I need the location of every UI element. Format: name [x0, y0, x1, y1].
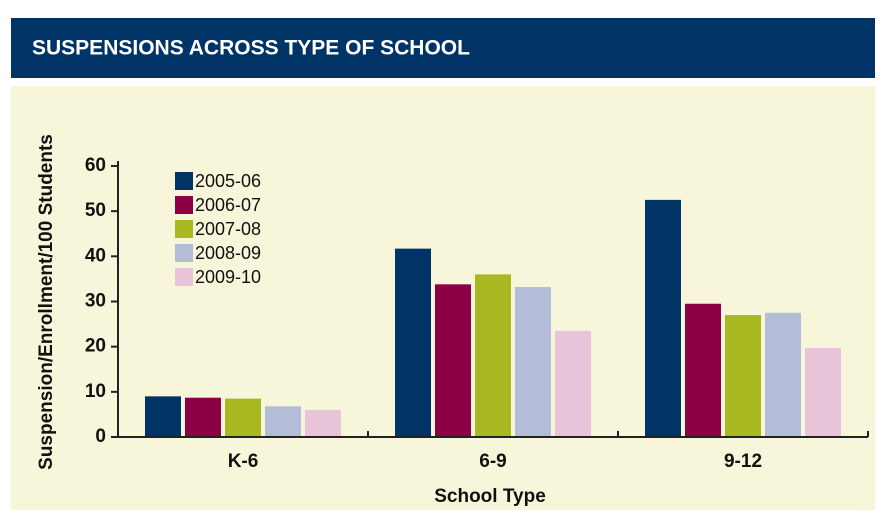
- legend-swatch: [175, 196, 193, 214]
- y-tick-label: 20: [85, 336, 106, 357]
- legend-swatch: [175, 172, 193, 190]
- bar: [145, 396, 181, 437]
- y-tick-label: 60: [85, 155, 106, 176]
- legend-label: 2009-10: [195, 267, 261, 287]
- y-tick-label: 10: [85, 381, 106, 402]
- bar: [685, 303, 721, 437]
- bar: [515, 287, 551, 437]
- bar: [265, 406, 301, 437]
- x-tick-label: 6-9: [479, 451, 506, 472]
- bar: [395, 248, 431, 437]
- y-axis-label: Suspension/Enrollment/100 Students: [36, 134, 57, 470]
- legend-label: 2008-09: [195, 243, 261, 263]
- x-tick-label: 9-12: [724, 451, 762, 472]
- bar: [435, 284, 471, 437]
- bar: [555, 330, 591, 437]
- legend-label: 2006-07: [195, 195, 261, 215]
- bar: [225, 398, 261, 437]
- y-tick-label: 40: [85, 245, 106, 266]
- legend-label: 2005-06: [195, 171, 261, 191]
- bar: [475, 274, 511, 437]
- legend-swatch: [175, 268, 193, 286]
- x-axis-label: School Type: [434, 486, 546, 507]
- bar: [725, 315, 761, 437]
- title-bar: [11, 18, 875, 78]
- y-tick-label: 50: [85, 200, 106, 221]
- bar: [805, 348, 841, 437]
- chart-title: SUSPENSIONS ACROSS TYPE OF SCHOOL: [32, 37, 470, 60]
- bar: [765, 312, 801, 437]
- legend-label: 2007-08: [195, 219, 261, 239]
- y-tick-label: 30: [85, 291, 106, 312]
- legend-swatch: [175, 220, 193, 238]
- y-tick-label: 0: [95, 426, 106, 447]
- bar: [305, 409, 341, 437]
- bar: [185, 397, 221, 437]
- bar: [645, 199, 681, 437]
- legend-swatch: [175, 244, 193, 262]
- x-tick-label: K-6: [228, 451, 259, 472]
